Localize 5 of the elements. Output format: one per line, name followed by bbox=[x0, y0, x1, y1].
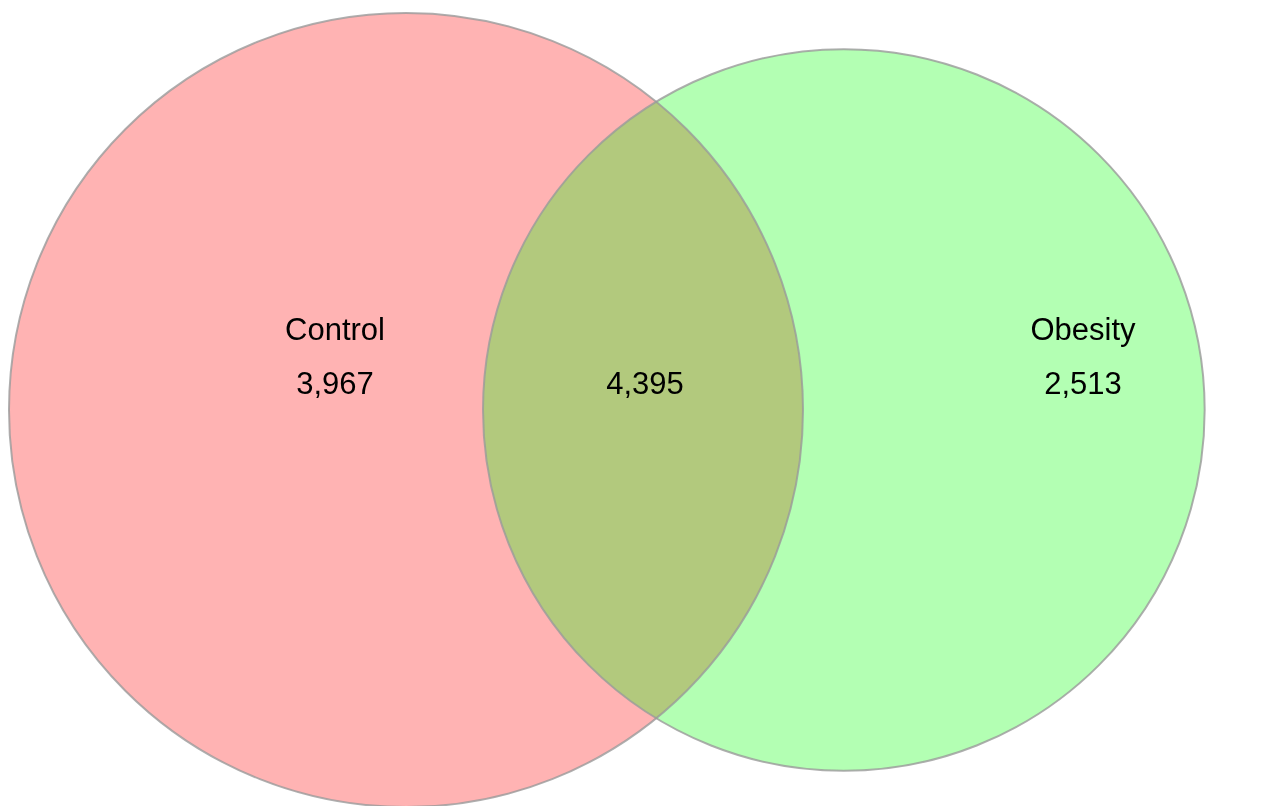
data-label: 4,395 bbox=[606, 366, 684, 401]
data-label: 2,513 bbox=[1044, 366, 1122, 401]
category-label: Obesity bbox=[1030, 312, 1137, 347]
data-label: 3,967 bbox=[296, 366, 374, 401]
category-label: Control bbox=[285, 312, 385, 347]
